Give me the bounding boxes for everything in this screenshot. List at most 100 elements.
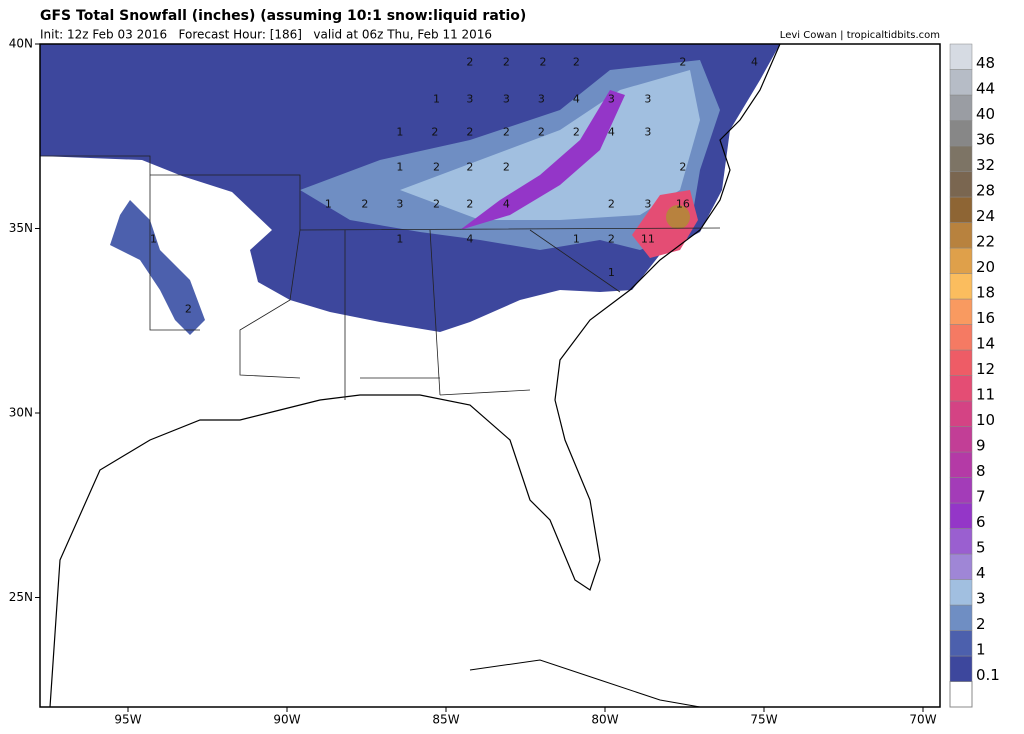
colorbar-label: 1 [976, 641, 986, 659]
y-tick-label: 30N [9, 406, 33, 420]
contour-label: 2 [466, 55, 473, 68]
contour-label: 2 [538, 126, 545, 139]
contour-label: 1 [150, 233, 157, 246]
colorbar-label: 3 [976, 590, 986, 608]
contour-label: 1 [396, 233, 403, 246]
colorbar-label: 20 [976, 258, 995, 276]
snow-streak [460, 90, 625, 230]
colorbar-label: 16 [976, 309, 995, 327]
colorbar-cell [949, 247, 973, 274]
title: GFS Total Snowfall (inches) (assuming 10… [40, 8, 526, 24]
contour-label: 1 [396, 126, 403, 139]
contour-label: 2 [573, 126, 580, 139]
x-tick-label: 90W [273, 713, 300, 727]
map-frame [39, 43, 941, 708]
colorbar-cell [949, 94, 973, 121]
contour-label: 2 [539, 55, 546, 68]
colorbar-label: 2 [976, 615, 986, 633]
colorbar-cell [949, 400, 973, 427]
colorbar-label: 10 [976, 411, 995, 429]
credit: Levi Cowan | tropicaltidbits.com [780, 30, 940, 41]
contour-label: 11 [641, 233, 655, 246]
x-tick-label: 70W [909, 713, 936, 727]
colorbar-cell [949, 502, 973, 529]
contour-label: 2 [503, 55, 510, 68]
state-lines [40, 155, 721, 400]
colorbar-label: 36 [976, 131, 995, 149]
colorbar-cell [949, 349, 973, 376]
contour-label: 2 [608, 198, 615, 211]
contour-label: 2 [679, 161, 686, 174]
colorbar-cell [949, 69, 973, 96]
coastline [49, 44, 781, 707]
contour-label: 3 [466, 92, 473, 105]
colorbar-cell [949, 604, 973, 631]
colorbar-label: 8 [976, 462, 986, 480]
colorbar-label: 24 [976, 207, 995, 225]
colorbar-cell [949, 655, 973, 682]
contour-label: 4 [573, 92, 580, 105]
colorbar-label: 14 [976, 335, 995, 353]
contour-label: 2 [573, 55, 580, 68]
contour-label: 16 [676, 198, 690, 211]
contour-label: 3 [644, 92, 651, 105]
contour-label: 1 [608, 266, 615, 279]
contour-label: 2 [431, 126, 438, 139]
colorbar-below [949, 681, 973, 708]
colorbar-label: 40 [976, 105, 995, 123]
colorbar-cell [949, 426, 973, 453]
colorbar-label: 5 [976, 539, 986, 557]
x-tick-label: 75W [750, 713, 777, 727]
x-tick-label: 85W [432, 713, 459, 727]
contour-label: 2 [185, 303, 192, 316]
colorbar-label: 11 [976, 386, 995, 404]
contour-label: 2 [433, 198, 440, 211]
colorbar-cell [949, 171, 973, 198]
colorbar-cell [949, 273, 973, 300]
colorbar-label: 9 [976, 437, 986, 455]
y-tick-label: 25N [9, 590, 33, 604]
y-tick-label: 40N [9, 37, 33, 51]
colorbar-label: 4 [976, 564, 986, 582]
y-tick-label: 35N [9, 221, 33, 235]
colorbar-cell [949, 451, 973, 478]
contour-label: 3 [608, 92, 615, 105]
colorbar-cell [949, 630, 973, 657]
colorbar-cell [949, 324, 973, 351]
colorbar-label: 48 [976, 54, 995, 72]
x-tick-label: 95W [114, 713, 141, 727]
contour-label: 1 [433, 92, 440, 105]
colorbar-label: 32 [976, 156, 995, 174]
cuba [469, 659, 701, 707]
contour-label: 1 [573, 233, 580, 246]
colorbar-cell [949, 43, 973, 70]
contour-label: 2 [608, 233, 615, 246]
subtitle: Init: 12z Feb 03 2016 Forecast Hour: [18… [40, 28, 492, 42]
colorbar-label: 28 [976, 182, 995, 200]
contour-label: 2 [466, 161, 473, 174]
colorbar-cell [949, 553, 973, 580]
contour-label: 2 [361, 198, 368, 211]
contour-label: 4 [608, 126, 615, 139]
contour-label: 3 [396, 198, 403, 211]
contour-label: 1 [325, 198, 332, 211]
contour-label: 4 [466, 233, 473, 246]
map [39, 43, 941, 708]
snow-peak [666, 205, 690, 229]
colorbar-cell [949, 222, 973, 249]
snow-band-2 [400, 70, 700, 220]
colorbar-label: 0.1 [976, 666, 1000, 684]
contour-label: 1 [396, 161, 403, 174]
contour-label: 3 [644, 126, 651, 139]
colorbar-label: 44 [976, 80, 995, 98]
contour-label: 3 [503, 92, 510, 105]
contour-label: 2 [503, 126, 510, 139]
colorbar-label: 22 [976, 233, 995, 251]
contour-label: 3 [538, 92, 545, 105]
colorbar-cell [949, 298, 973, 325]
contour-label: 4 [751, 55, 758, 68]
colorbar-label: 7 [976, 488, 986, 506]
contour-label: 2 [433, 161, 440, 174]
colorbar-cell [949, 477, 973, 504]
